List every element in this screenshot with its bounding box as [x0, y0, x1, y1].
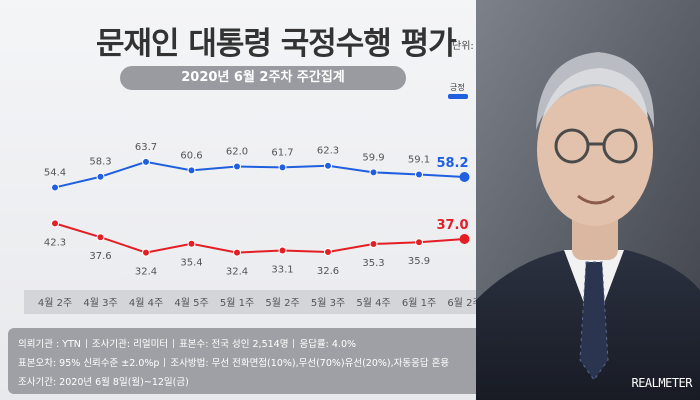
data-label: 58.3 — [89, 157, 111, 168]
data-point — [187, 239, 196, 248]
portrait-photo: REALMETER — [476, 0, 700, 400]
info-client: 의뢰기관 : YTN — [18, 339, 81, 350]
portrait-illustration — [476, 0, 700, 400]
data-label: 59.1 — [408, 155, 430, 166]
info-method: 조사방법: 무선 전화면접(10%),무선(70%)유선(20%),자동응답 혼… — [170, 358, 450, 369]
data-label: 35.3 — [362, 258, 384, 269]
data-label: 35.9 — [408, 256, 430, 267]
data-point — [369, 168, 378, 177]
data-point — [96, 233, 105, 242]
line-chart: 4월 2주 4월 3주 4월 4주 4월 5주 5월 1주 5월 2주 5월 3주 5월 4주… — [24, 142, 494, 314]
data-point — [324, 247, 332, 256]
survey-info-box: 의뢰기관 : YTN 조사기관: 리얼미터 표본수: 전국 성인 2,514명 응답률… — [8, 328, 506, 394]
legend-positive-label: 긍정 — [450, 83, 465, 92]
brand-logo: REALMETER — [631, 376, 692, 390]
data-label: 63.7 — [135, 142, 157, 153]
data-label: 62.3 — [317, 146, 339, 157]
x-tick-label: 4월 5주 — [174, 297, 208, 309]
data-label: 54.4 — [44, 167, 66, 178]
data-point — [187, 166, 196, 175]
data-label: 42.3 — [44, 237, 66, 248]
x-tick-label: 5월 3주 — [311, 297, 345, 309]
data-label: 62.0 — [226, 147, 248, 158]
data-label: 61.7 — [271, 147, 293, 158]
data-point — [459, 234, 470, 244]
x-tick-label: 4월 2주 — [38, 297, 72, 309]
x-tick-label: 6월 2주 — [447, 297, 481, 309]
period-subtitle: 2020년 6월 2주차 주간집계 — [120, 66, 406, 90]
info-response-rate: 응답률: 4.0% — [299, 339, 357, 350]
data-point — [96, 172, 105, 181]
data-label: 60.6 — [180, 150, 202, 161]
info-line-2: 표본오차: 95% 신뢰수준 ±2.0%p 조사방법: 무선 전화면접(10%),… — [18, 355, 449, 369]
data-label: 32.6 — [317, 266, 339, 277]
x-axis-band — [24, 290, 494, 314]
data-label: 37.0 — [436, 218, 468, 233]
info-line-1: 의뢰기관 : YTN 조사기관: 리얼미터 표본수: 전국 성인 2,514명 응답률… — [18, 336, 356, 350]
data-point — [51, 219, 59, 228]
x-tick-label: 5월 1주 — [220, 297, 254, 309]
series-line — [54, 222, 465, 254]
data-point — [142, 248, 150, 257]
info-sample: 표본수: 전국 성인 2,514명 — [179, 339, 289, 350]
info-line-3: 조사기간: 2020년 6월 8일(월)~12일(금) — [18, 374, 189, 388]
info-margin: 표본오차: 95% 신뢰수준 ±2.0%p — [18, 358, 160, 369]
legend-positive-swatch — [448, 94, 468, 99]
series-line — [54, 160, 465, 189]
data-point — [369, 240, 378, 249]
x-tick-label: 5월 4주 — [356, 297, 390, 309]
data-label: 33.1 — [271, 265, 293, 276]
page-title: 문재인 대통령 국정수행 평가 — [96, 26, 457, 62]
unit-label: 단위: % — [452, 41, 487, 52]
x-tick-label: 5월 2주 — [265, 297, 299, 309]
data-point — [142, 157, 150, 166]
data-label: 35.4 — [180, 258, 202, 269]
data-label: 59.9 — [362, 152, 384, 163]
x-tick-label: 6월 1주 — [402, 297, 436, 309]
x-tick-label: 4월 3주 — [83, 297, 117, 309]
data-point — [278, 246, 287, 255]
data-point — [415, 170, 423, 179]
data-point — [415, 238, 423, 247]
data-label: 37.6 — [89, 251, 111, 262]
data-point — [233, 162, 241, 171]
x-tick-label: 4월 4주 — [129, 297, 163, 309]
data-label: 32.4 — [135, 267, 157, 278]
data-point — [51, 183, 59, 192]
data-point — [233, 248, 241, 257]
data-point — [324, 161, 332, 170]
data-point — [278, 163, 287, 172]
data-label: 32.4 — [226, 267, 248, 278]
data-label: 58.2 — [436, 156, 468, 171]
data-point — [459, 172, 470, 182]
info-period: 조사기간: 2020년 6월 8일(월)~12일(금) — [18, 377, 189, 388]
info-agency: 조사기관: 리얼미터 — [91, 339, 169, 350]
